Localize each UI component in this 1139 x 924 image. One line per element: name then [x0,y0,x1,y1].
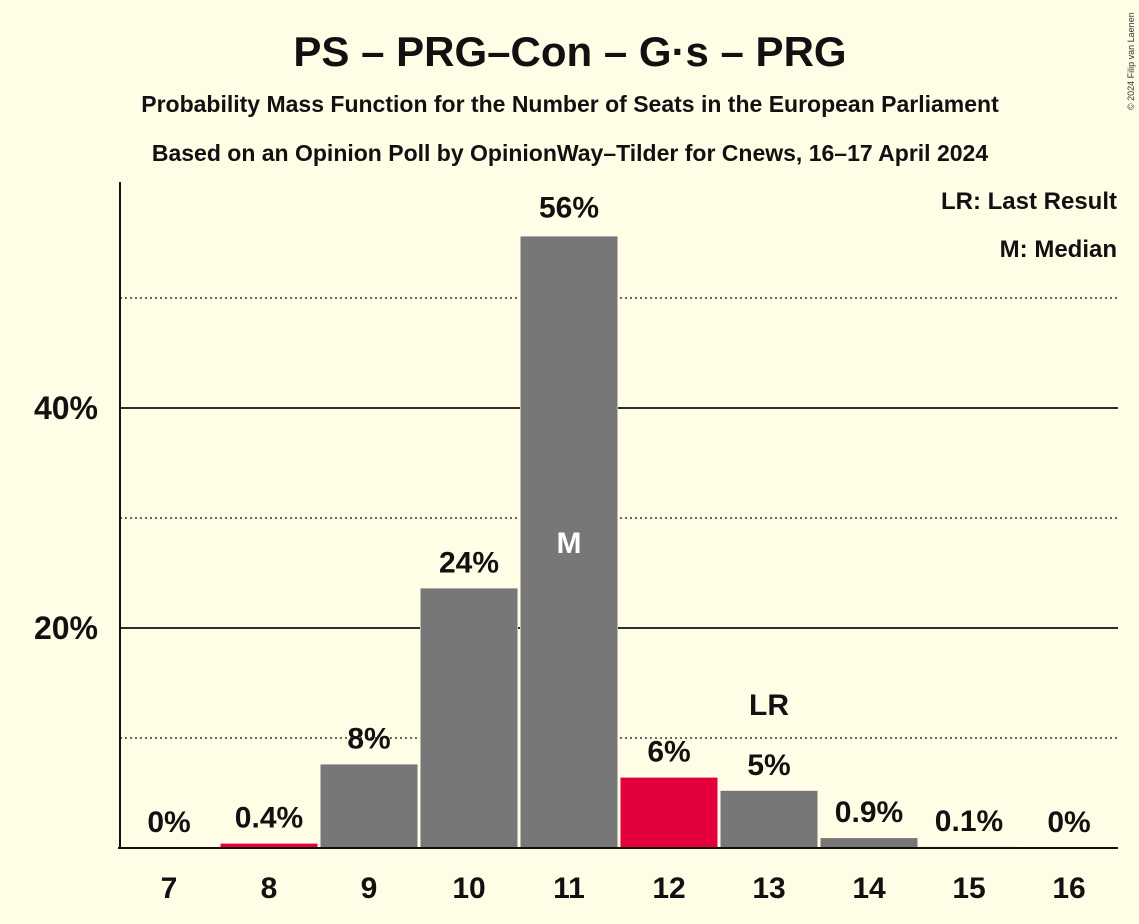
data-label-15: 0.1% [935,805,1003,838]
legend-median: M: Median [1000,236,1117,263]
bar-seats-11 [520,236,618,848]
copyright-credit: © 2024 Filip van Laenen [1126,12,1136,110]
legend-last-result: LR: Last Result [941,188,1117,215]
data-label-13: 5% [747,749,790,782]
x-tick-label-13: 13 [752,872,785,905]
bar-seats-9 [320,764,418,848]
x-tick-label-7: 7 [161,872,178,905]
x-tick-label-12: 12 [652,872,685,905]
x-tick-label-14: 14 [852,872,886,905]
y-tick-label: 20% [34,610,98,646]
chart-title: PS – PRG–Con – G·s – PRG [293,28,846,75]
y-tick-label: 40% [34,390,98,426]
bar-seats-12 [620,777,718,848]
chart-subtitle: Probability Mass Function for the Number… [141,91,999,117]
bar-seats-10 [420,588,518,848]
data-label-10: 24% [439,546,499,579]
median-marker: M [557,527,582,560]
data-label-11: 56% [539,191,599,224]
data-label-8: 0.4% [235,802,303,835]
bar-seats-13 [720,790,818,848]
y-axis-ticks: 20% 40% [34,390,98,646]
x-tick-label-10: 10 [452,872,485,905]
x-tick-label-11: 11 [553,872,585,905]
x-tick-label-9: 9 [361,872,378,905]
data-label-7: 0% [147,806,190,839]
bars [220,236,1018,848]
bar-seats-14 [820,838,918,848]
chart-subtitle-source: Based on an Opinion Poll by OpinionWay–T… [152,140,988,166]
x-tick-label-8: 8 [261,872,278,905]
x-tick-label-15: 15 [952,872,985,905]
x-axis-ticks: 7 8 9 10 11 12 13 14 15 16 [161,872,1086,905]
data-label-12: 6% [647,736,690,769]
bar-seats-8 [220,843,318,848]
data-label-14: 0.9% [835,796,903,829]
data-label-9: 8% [347,722,390,755]
x-tick-label-16: 16 [1052,872,1085,905]
data-labels: 0% 0.4% 8% 24% 56% M 6% 5% LR 0.9% 0.1% 0% [147,191,1090,839]
gridlines [120,297,1118,739]
data-label-16: 0% [1047,806,1090,839]
last-result-marker: LR [749,689,789,722]
